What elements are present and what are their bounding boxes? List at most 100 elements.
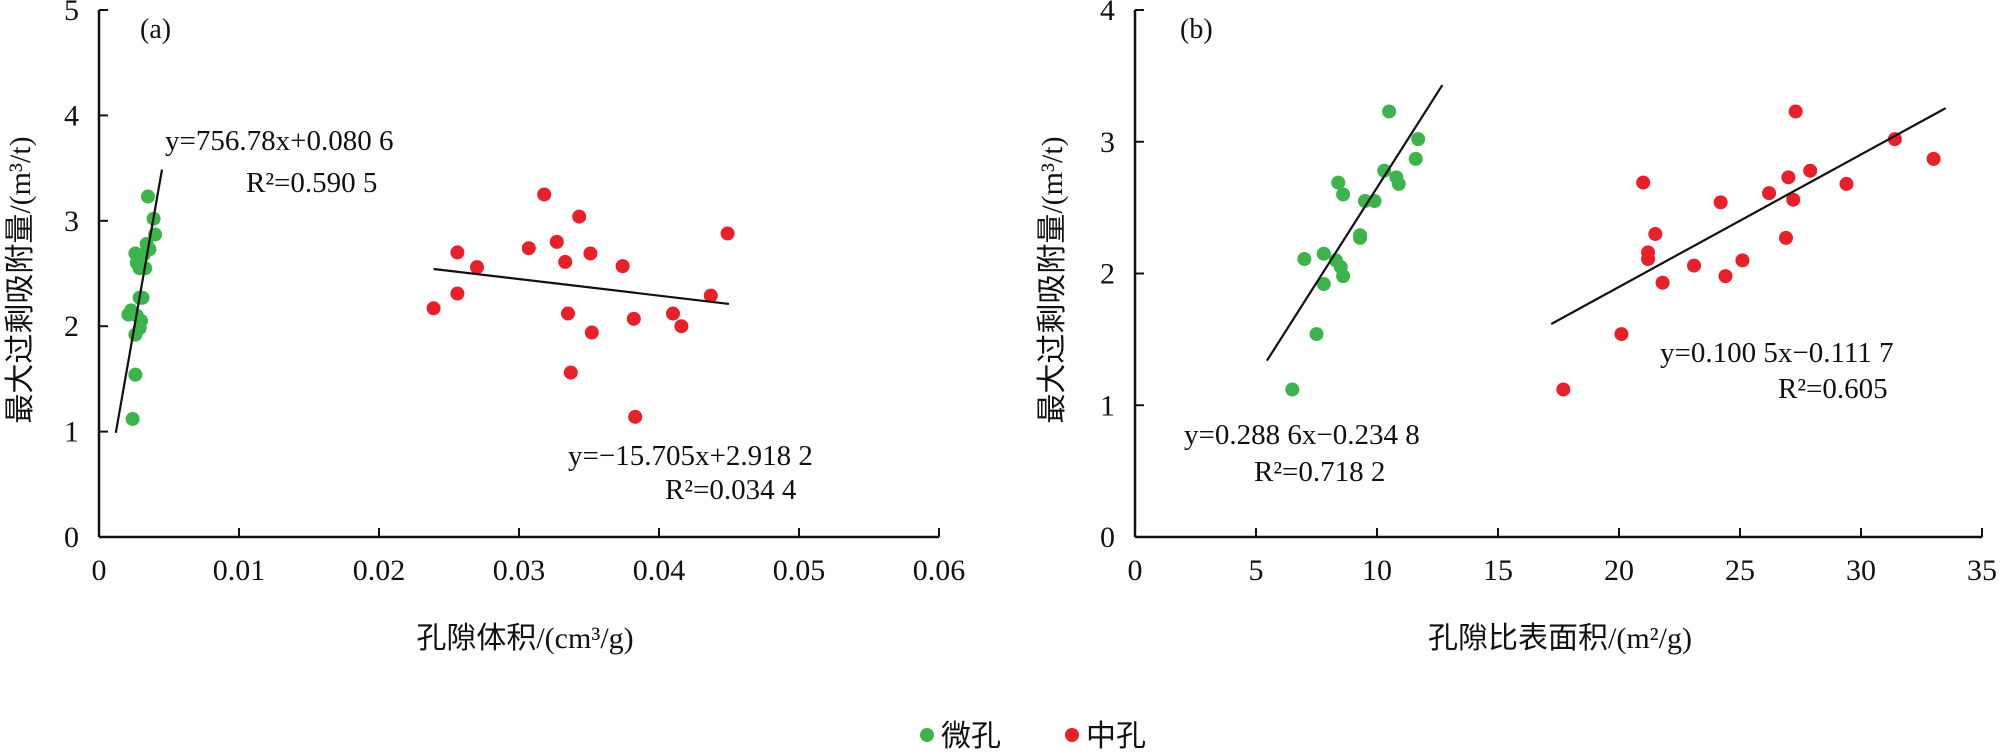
- panel-a-micropore-fit-line: [114, 169, 164, 433]
- panel-a-mesopore-point: [628, 409, 643, 424]
- panel-a-points: [121, 187, 735, 426]
- panel-b-x-tick-label: 30: [1846, 554, 1876, 587]
- panel-b-x-tick-label: 5: [1249, 554, 1264, 587]
- panel-a-mesopore-point: [426, 301, 441, 316]
- panel-a-mesopore-fit-line: [433, 267, 730, 306]
- panel-b-x-tick-label: 35: [1967, 554, 1997, 587]
- panel-b-mesopore-fit-line: [1550, 107, 1947, 325]
- panel-a-mesopore-point: [561, 306, 575, 321]
- panel-b-micropore-point: [1382, 104, 1397, 119]
- panel-b-micropore-point: [1411, 132, 1426, 147]
- panel-a-y-tick-label: 3: [64, 205, 79, 238]
- panel-b-x-tick-label: 10: [1362, 554, 1392, 587]
- panel-b-micropore-point: [1336, 187, 1351, 202]
- panel-b-micropore-point: [1316, 277, 1331, 292]
- panel-a-x-tick-label: 0.04: [633, 554, 686, 587]
- panel-b-mesopore-point: [1788, 104, 1803, 119]
- panel-b-micropore-point: [1336, 269, 1351, 284]
- panel-b-micropore-point: [1316, 246, 1331, 261]
- legend-marker-mesopore: [1065, 728, 1079, 742]
- panel-b-micropore-point: [1297, 252, 1312, 267]
- panel-a-fit-lines: [114, 169, 730, 433]
- panel-a-y-tick-label: 4: [64, 99, 79, 132]
- panel-a-mesopore-point: [450, 245, 465, 260]
- panel-b-micro-fit-r2: R²=0.718 2: [1254, 456, 1385, 488]
- panel-a-x-tick-label: 0.06: [913, 554, 966, 587]
- panel-b-micropore-point: [1353, 228, 1368, 243]
- panel-a-y-tick-label: 2: [64, 310, 79, 343]
- panel-a-label: (a): [140, 14, 171, 45]
- panel-b-micropore-point: [1309, 327, 1324, 342]
- panel-b-micropore-point: [1357, 194, 1372, 209]
- panel-a-x-ticks: 0 0.01 0.02 0.03 0.04 0.05 0.06: [92, 528, 966, 587]
- panel-b-mesopore-point: [1687, 258, 1702, 273]
- panel-a-y-tick-label: 5: [64, 0, 79, 27]
- panel-b-micropore-fit-line: [1265, 84, 1444, 362]
- panel-a-micropore-point: [128, 327, 143, 342]
- panel-a-mesopore-point: [615, 259, 630, 274]
- panel-b-meso-fit-equation: y=0.100 5x−0.111 7: [1660, 337, 1894, 369]
- panel-a-meso-fit-equation: y=−15.705x+2.918 2: [568, 440, 813, 472]
- panel-a-y-tick-label: 0: [64, 521, 79, 554]
- panel-a-x-tick-label: 0.02: [353, 554, 406, 587]
- panel-a-y-tick-label: 1: [64, 416, 79, 449]
- panel-b-label: (b): [1180, 14, 1213, 45]
- panel-a-mesopore-point: [450, 286, 465, 301]
- panel-b-y-axis-title: 最大过剩吸附量/(m³/t): [1036, 136, 1069, 423]
- legend-label-mesopore: 中孔: [1086, 720, 1146, 753]
- panel-a-y-axis-title: 最大过剩吸附量/(m³/t): [4, 136, 37, 423]
- legend-label-micropore: 微孔: [941, 720, 1001, 753]
- panel-a-x-tick-label: 0: [92, 554, 107, 587]
- panel-a-mesopore-point: [674, 319, 689, 334]
- panel-b-mesopore-point: [1762, 186, 1777, 201]
- panel-a-micropore-point: [121, 307, 136, 322]
- panel-a-mesopore-point: [537, 187, 552, 202]
- panel-b-micropore-point: [1377, 163, 1392, 178]
- panel-b-y-tick-label: 0: [1100, 521, 1115, 554]
- panel-b-x-tick-label: 15: [1483, 554, 1513, 587]
- panel-b-mesopore-point: [1926, 151, 1941, 166]
- panel-a-mesopore-point: [626, 311, 641, 326]
- panel-a-mesopore-point: [703, 288, 718, 303]
- panel-b-y-tick-label: 2: [1100, 258, 1115, 291]
- panel-b-mesopore-point: [1641, 252, 1656, 267]
- panel-a-micropore-point: [141, 189, 155, 204]
- panel-a-micropore-point: [135, 290, 150, 305]
- panel-a-x-tick-label: 0.01: [213, 554, 266, 587]
- panel-b: 0 5 10 15 20 25 30 35 0 1 2 3 4 (b) 孔隙比表面积/(m²/g) 最…: [1036, 0, 1997, 655]
- panel-a-mesopore-point: [666, 306, 680, 321]
- panel-b-y-tick-label: 3: [1100, 126, 1115, 159]
- panel-a-micropore-point: [125, 411, 140, 426]
- panel-b-micro-fit-equation: y=0.288 6x−0.234 8: [1184, 419, 1420, 451]
- panel-a-mesopore-point: [584, 325, 599, 340]
- panel-b-x-tick-label: 25: [1725, 554, 1755, 587]
- panel-b-micropore-point: [1391, 176, 1406, 191]
- legend-marker-micropore: [920, 728, 934, 742]
- panel-a-x-tick-label: 0.03: [493, 554, 546, 587]
- panel-b-x-ticks: 0 5 10 15 20 25 30 35: [1128, 528, 1997, 587]
- panel-b-mesopore-point: [1614, 327, 1629, 342]
- panel-b-mesopore-point: [1648, 226, 1663, 241]
- panel-b-mesopore-point: [1887, 132, 1902, 147]
- panel-b-mesopore-point: [1786, 192, 1801, 207]
- panel-a-mesopore-point: [583, 246, 598, 261]
- panel-b-mesopore-point: [1718, 269, 1733, 284]
- panel-b-x-axis-title: 孔隙比表面积/(m²/g): [1428, 622, 1692, 655]
- panel-b-mesopore-point: [1556, 382, 1571, 397]
- panel-b-fit-lines: [1265, 84, 1947, 362]
- panel-b-mesopore-point: [1803, 163, 1818, 178]
- panel-b-mesopore-point: [1636, 175, 1651, 190]
- panel-a-mesopore-point: [470, 260, 484, 275]
- panel-b-y-tick-label: 4: [1100, 0, 1115, 27]
- panel-a-micropore-point: [128, 367, 143, 382]
- panel-b-y-ticks: 0 1 2 3 4: [1100, 0, 1144, 554]
- panel-a-meso-fit-r2: R²=0.034 4: [665, 474, 797, 506]
- panel-b-micropore-point: [1285, 382, 1300, 397]
- panel-a: 0 0.01 0.02 0.03 0.04 0.05 0.06 0 1 2 3 4 5 (a) 孔隙体…: [4, 0, 965, 655]
- panel-a-mesopore-point: [572, 209, 587, 224]
- panel-a-micro-fit-equation: y=756.78x+0.080 6: [165, 125, 393, 157]
- panel-b-mesopore-point: [1839, 176, 1854, 191]
- panel-a-mesopore-point: [563, 365, 578, 380]
- panel-b-x-tick-label: 20: [1604, 554, 1634, 587]
